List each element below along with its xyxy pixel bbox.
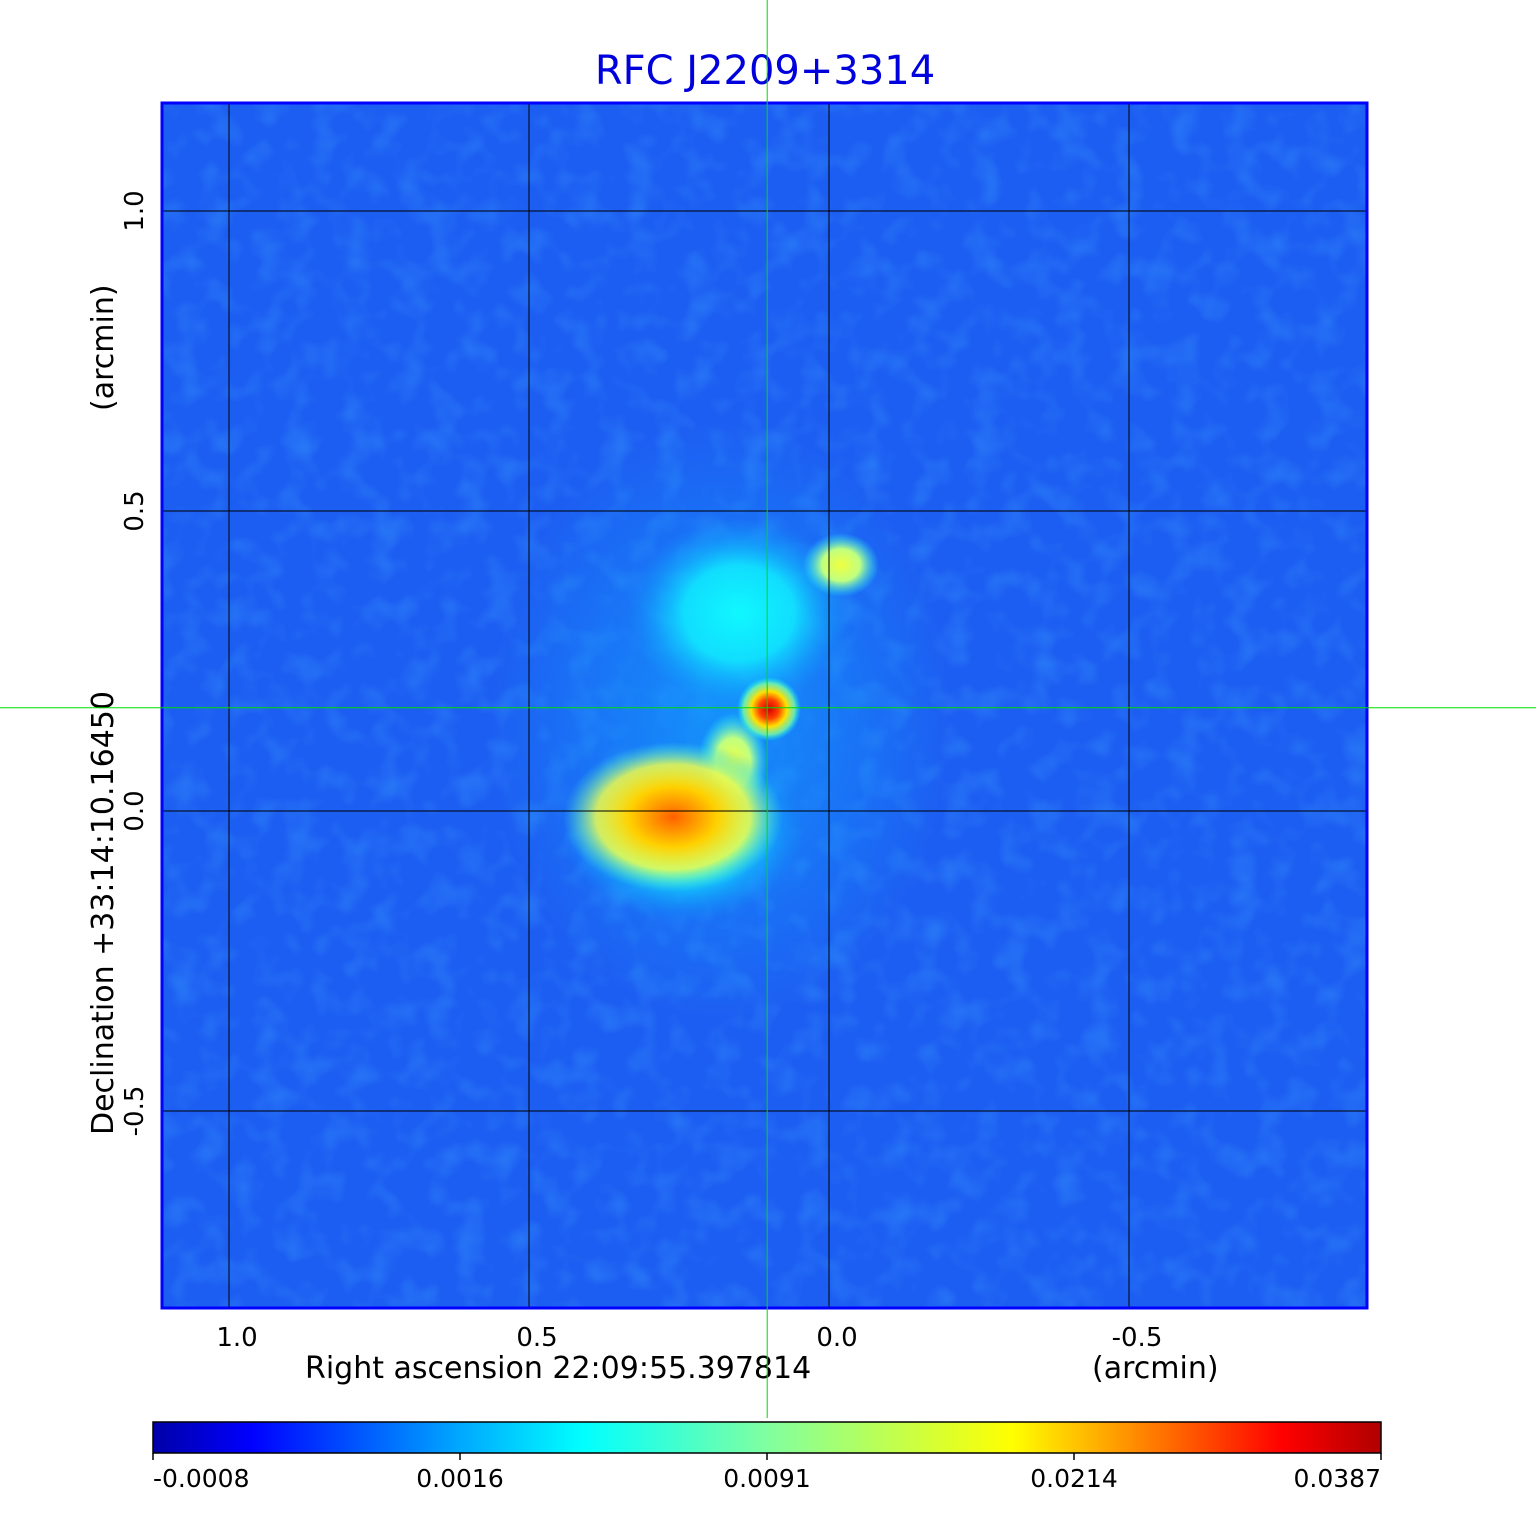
source-core [737,677,801,741]
colorbar-tick-label: -0.0008 [153,1464,250,1493]
x-axis-unit: (arcmin) [1092,1351,1219,1386]
y-axis-unit: (arcmin) [86,284,121,411]
plot-frame [160,101,1369,1310]
colorbar-tick-label: 0.0016 [416,1464,503,1493]
x-tick-label: 1.0 [216,1323,257,1353]
source-north-hotspot [803,533,879,597]
colorbar-tick-label: 0.0214 [1030,1464,1117,1493]
plot-area [162,103,1367,1308]
y-tick-label: -0.5 [120,1086,150,1137]
x-tick-label: -0.5 [1112,1323,1163,1353]
y-tick-label: 0.0 [120,790,150,831]
chart-title: RFC J2209+3314 [595,48,935,94]
source-south-hotspot [563,742,783,892]
y-tick-label: 0.5 [120,490,150,531]
colorbar [152,1421,1382,1454]
y-axis-label: Declination +33:14:10.16450 [86,691,121,1135]
colorbar-tick-label: 0.0091 [723,1464,810,1493]
y-tick-label: 1.0 [120,190,150,231]
x-tick-label: 0.0 [816,1323,857,1353]
x-tick-label: 0.5 [516,1323,557,1353]
x-axis-label: Right ascension 22:09:55.397814 [305,1351,811,1386]
source-north-lobe [629,518,849,708]
colorbar-tick-label: 0.0387 [1294,1464,1381,1493]
